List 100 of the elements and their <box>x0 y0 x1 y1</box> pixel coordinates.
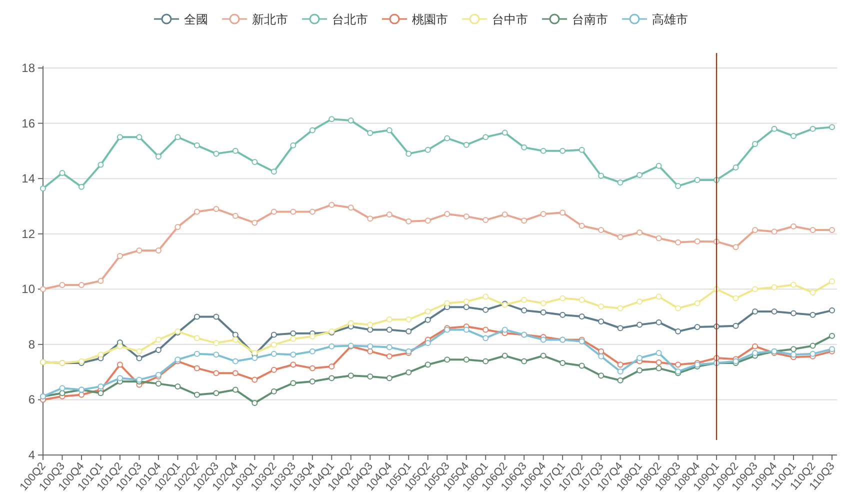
point <box>790 352 797 358</box>
point <box>598 372 604 379</box>
point <box>578 314 585 320</box>
point <box>502 352 508 359</box>
point <box>656 235 662 242</box>
point <box>810 350 816 357</box>
point <box>424 308 431 315</box>
point <box>252 354 258 361</box>
point <box>636 298 643 305</box>
point <box>98 383 104 390</box>
point <box>155 336 162 343</box>
point <box>675 183 682 190</box>
point <box>578 146 585 153</box>
point <box>656 350 662 356</box>
point <box>194 335 200 342</box>
point <box>290 380 296 386</box>
point <box>194 365 200 372</box>
point <box>771 228 778 235</box>
point <box>424 316 431 323</box>
point <box>810 226 816 233</box>
point <box>309 365 316 372</box>
point <box>694 176 700 183</box>
point <box>309 378 316 384</box>
point <box>348 372 354 379</box>
point <box>270 350 277 357</box>
point <box>367 326 374 333</box>
point <box>406 218 412 224</box>
legend-label: 高雄市 <box>652 12 688 26</box>
point <box>424 340 431 346</box>
point <box>386 212 392 218</box>
point <box>98 162 104 168</box>
point <box>116 375 123 382</box>
y-tick-label: 4 <box>28 448 36 462</box>
point <box>290 336 296 342</box>
point <box>252 400 258 406</box>
point <box>174 383 181 390</box>
point <box>540 309 546 316</box>
point <box>328 202 335 208</box>
point <box>598 226 604 233</box>
point <box>694 300 700 306</box>
point <box>194 392 200 398</box>
point <box>136 247 142 254</box>
point <box>656 359 662 366</box>
point <box>424 146 431 153</box>
point <box>482 134 489 140</box>
point <box>232 332 238 338</box>
point <box>598 318 604 324</box>
point <box>406 150 412 157</box>
point <box>656 294 662 300</box>
point <box>829 332 835 339</box>
point <box>406 369 412 376</box>
point <box>386 344 392 350</box>
point <box>116 252 123 259</box>
point <box>78 392 84 398</box>
point <box>521 358 528 364</box>
point <box>636 229 643 236</box>
point <box>406 328 412 334</box>
point <box>290 142 296 148</box>
y-tick-label: 16 <box>22 116 36 130</box>
point <box>270 168 277 175</box>
point <box>444 210 450 217</box>
point <box>367 343 374 350</box>
point <box>213 390 220 396</box>
point <box>502 212 508 218</box>
point <box>732 244 739 250</box>
point <box>540 336 546 343</box>
point <box>771 308 778 315</box>
point <box>463 304 470 310</box>
point <box>290 208 296 215</box>
point <box>98 278 104 284</box>
point <box>232 212 238 219</box>
point <box>598 348 604 354</box>
y-tick-label: 14 <box>22 172 36 186</box>
point <box>213 370 220 376</box>
point <box>155 247 162 254</box>
point <box>598 304 604 310</box>
point <box>406 316 412 323</box>
point <box>617 368 624 375</box>
point <box>810 126 816 132</box>
point <box>463 356 470 363</box>
point <box>521 296 528 303</box>
point <box>232 370 238 376</box>
point <box>675 239 682 246</box>
legend-label: 台中市 <box>492 12 528 26</box>
point <box>617 325 624 332</box>
point <box>617 179 624 186</box>
point <box>290 352 296 358</box>
point <box>540 148 546 154</box>
point <box>309 348 316 354</box>
point <box>252 220 258 226</box>
point <box>790 282 797 288</box>
point <box>790 310 797 316</box>
legend-label: 新北市 <box>252 12 288 26</box>
point <box>116 343 123 350</box>
point <box>752 141 758 148</box>
point <box>424 362 431 368</box>
point <box>502 326 508 333</box>
point <box>290 330 296 336</box>
point <box>540 352 546 359</box>
point <box>136 355 142 362</box>
